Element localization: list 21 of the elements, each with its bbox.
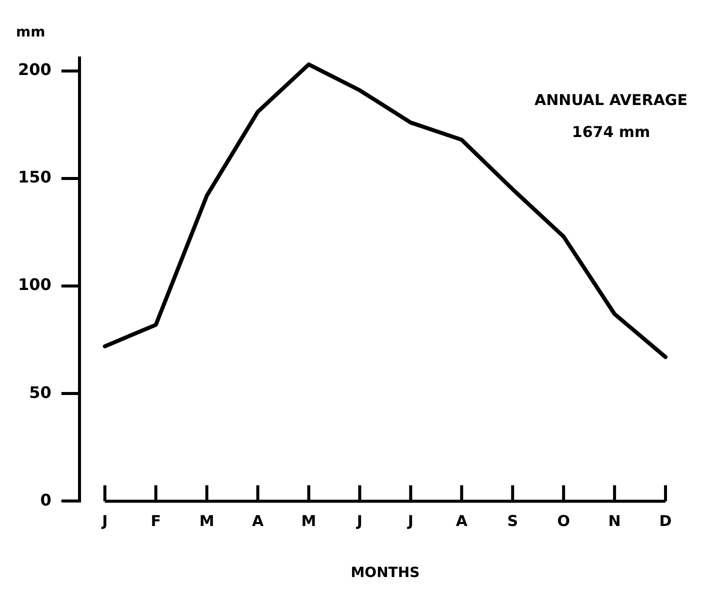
x-tick-label: A — [456, 512, 468, 530]
x-tick-label: J — [406, 512, 414, 530]
x-tick-label: N — [608, 512, 621, 530]
y-tick-label: 150 — [18, 168, 52, 187]
y-tick-label: 200 — [18, 60, 52, 80]
x-tick-label: D — [659, 512, 672, 530]
x-tick-label: F — [150, 512, 161, 530]
x-tick-label: O — [557, 512, 570, 530]
annotation: ANNUAL AVERAGE — [534, 90, 688, 109]
annotation: 1674 mm — [572, 122, 650, 141]
x-tick-label: J — [356, 512, 363, 530]
x-tick-label: M — [301, 512, 316, 530]
y-tick-label: 100 — [18, 275, 52, 294]
x-tick-label: A — [252, 512, 264, 530]
x-tick-label: J — [101, 512, 108, 530]
x-tick-label: S — [507, 512, 518, 530]
y-tick-label: 0 — [40, 490, 52, 510]
y-tick-label: 50 — [29, 382, 52, 402]
y-axis-title: mm — [16, 24, 46, 41]
x-axis-title: MONTHS — [350, 565, 420, 582]
x-tick-label: M — [199, 512, 214, 530]
